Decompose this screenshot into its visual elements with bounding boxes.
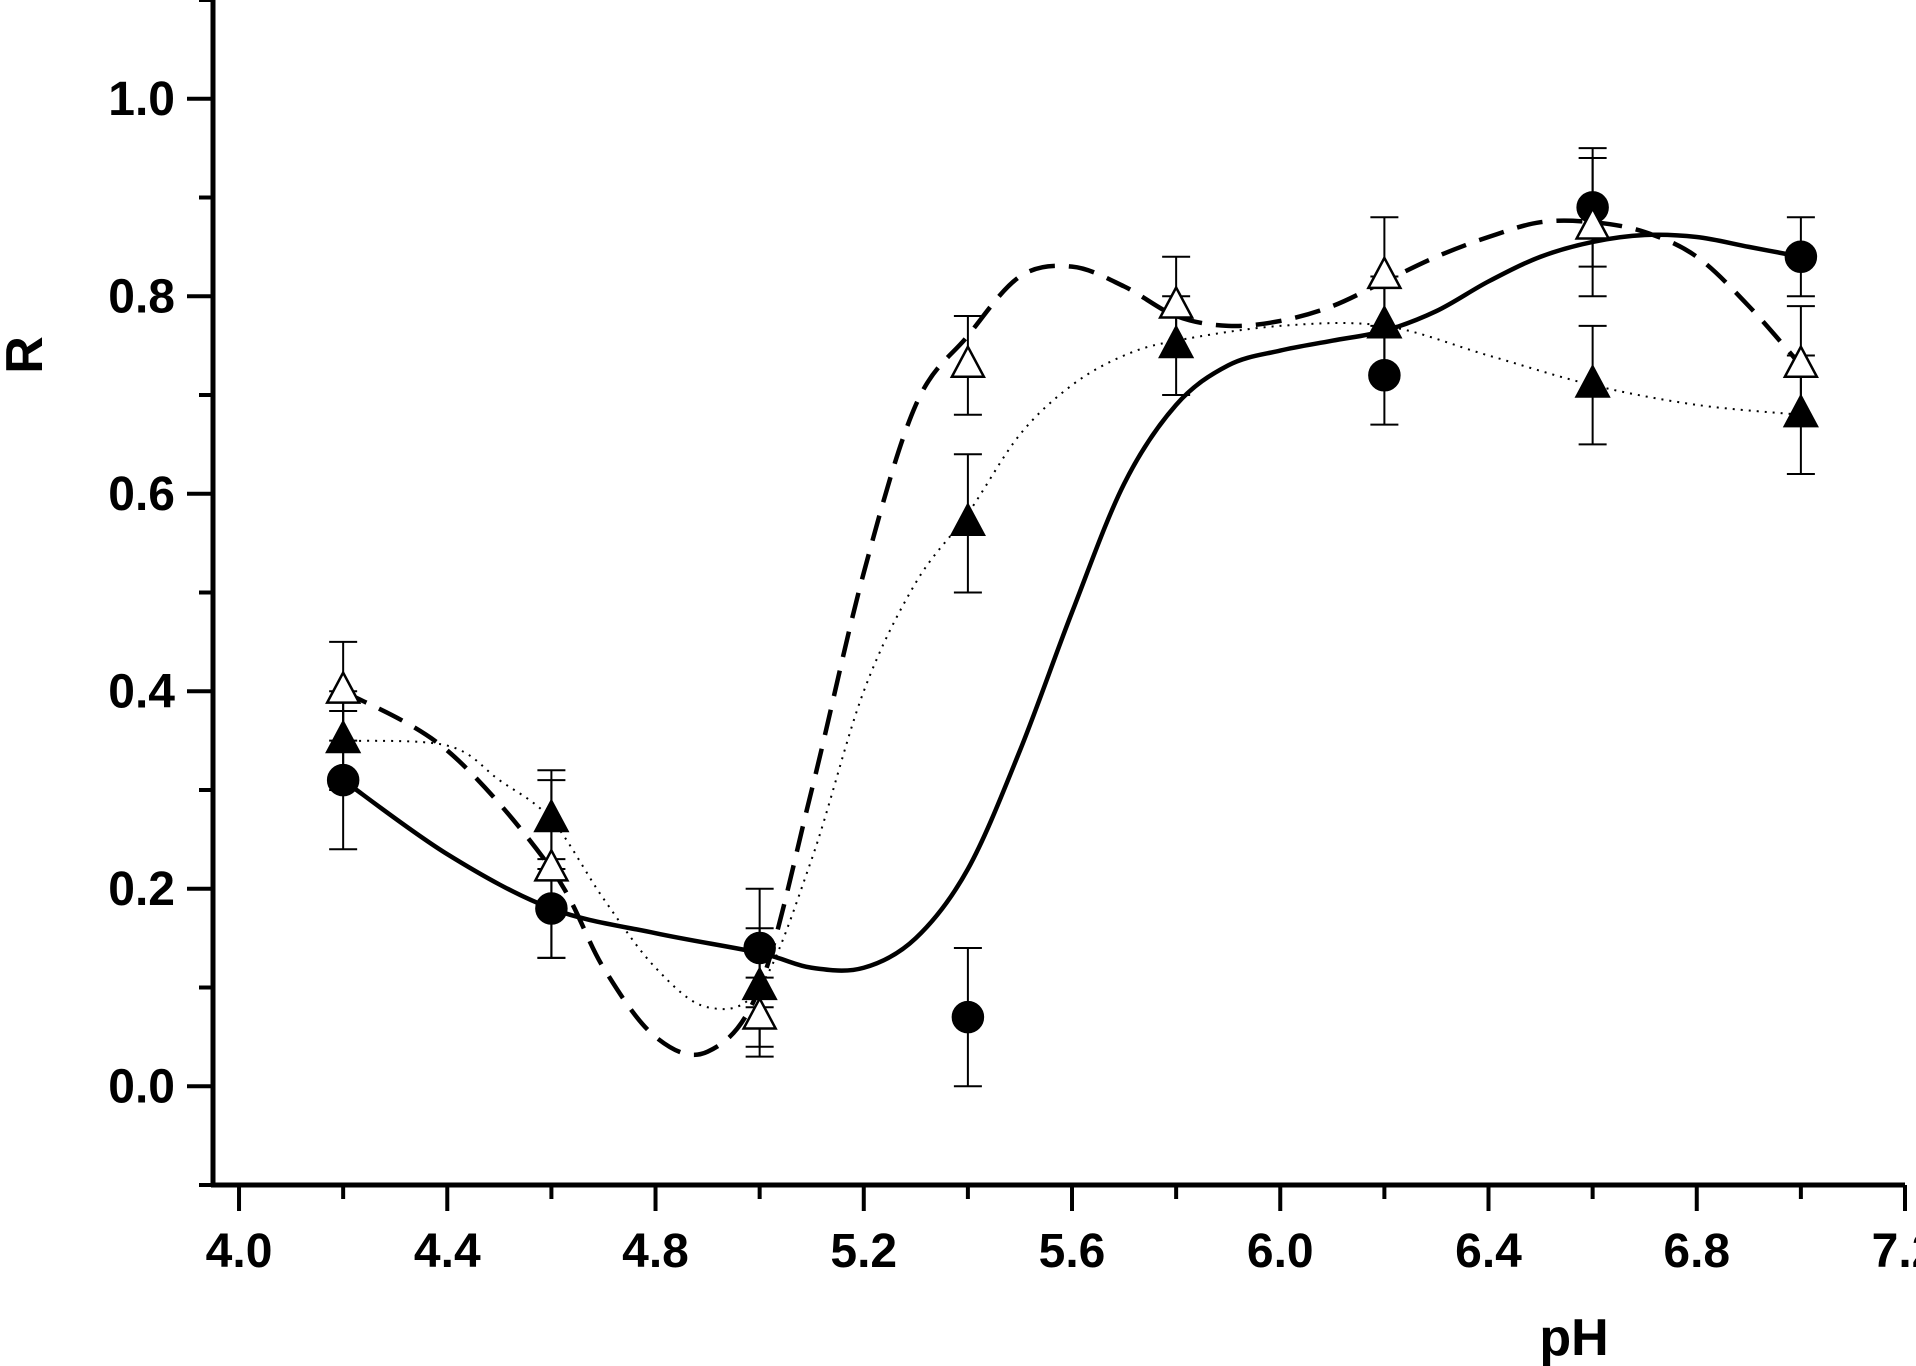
y-tick-label: 0.6 [108,468,175,521]
x-tick-label: 6.8 [1663,1225,1730,1278]
fit-curve-series-1 [341,232,1802,973]
data-point-series-1 [951,1000,985,1034]
data-point-series-3 [325,719,362,754]
data-point-series-2 [1366,255,1403,290]
data-point-series-3 [533,798,570,833]
data-point-series-3 [1158,324,1195,359]
data-point-series-1 [535,892,568,925]
data-point-series-3 [1574,363,1611,398]
data-point-series-1 [1368,359,1401,392]
data-markers [325,191,1819,1034]
data-point-series-1 [1784,240,1818,273]
x-tick-label: 6.0 [1247,1225,1314,1278]
y-tick-label: 1.0 [108,73,175,126]
data-point-series-3 [949,502,986,537]
x-tick-label: 4.0 [206,1225,273,1278]
x-tick-label: 5.6 [1039,1225,1106,1278]
x-tick-label: 7.2 [1872,1225,1916,1278]
data-point-series-3 [741,966,778,1001]
fit-curve-series-2 [342,218,1803,1058]
y-axis-title: R [0,336,54,374]
fit-curve-series-3 [343,322,1801,1011]
data-point-series-2 [949,344,986,379]
x-tick-label: 6.4 [1455,1225,1522,1278]
x-tick-label: 5.2 [830,1225,897,1278]
data-point-series-2 [1158,284,1195,319]
axes: 0.0 0.2 0.4 0.6 0.8 1.0 4.0 4.4 4.8 5.2 5.6 6.0 6.4 6… [108,0,1916,1278]
data-point-series-3 [1782,393,1819,428]
data-point-series-2 [325,669,362,704]
data-point-series-2 [533,847,570,882]
data-point-series-2 [1782,344,1819,379]
y-tick-label: 0.8 [108,270,175,323]
data-point-series-2 [1574,205,1611,240]
x-tick-label: 4.8 [622,1225,689,1278]
y-tick-label: 0.4 [108,665,175,718]
fit-curves [341,218,1803,1058]
data-point-series-1 [326,763,360,797]
x-tick-label: 4.4 [414,1225,481,1278]
y-tick-label: 0.2 [108,863,175,916]
data-point-series-3 [1366,304,1403,339]
data-point-series-2 [741,995,778,1030]
data-point-series-1 [743,931,776,965]
x-axis-title: pH [1539,1309,1608,1366]
y-tick-label: 0.0 [108,1060,175,1113]
